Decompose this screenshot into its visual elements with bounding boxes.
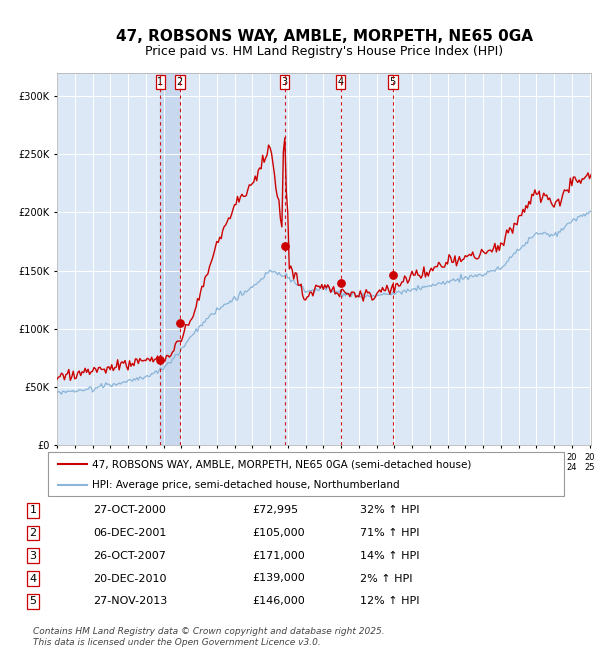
Text: 5: 5 — [389, 77, 396, 87]
Text: £171,000: £171,000 — [252, 551, 305, 561]
Text: 4: 4 — [337, 77, 344, 87]
Text: 47, ROBSONS WAY, AMBLE, MORPETH, NE65 0GA: 47, ROBSONS WAY, AMBLE, MORPETH, NE65 0G… — [115, 29, 533, 44]
Text: 32% ↑ HPI: 32% ↑ HPI — [360, 505, 419, 515]
Text: 26-OCT-2007: 26-OCT-2007 — [93, 551, 166, 561]
Point — [175, 318, 185, 328]
Text: 2: 2 — [177, 77, 183, 87]
Text: 3: 3 — [29, 551, 37, 561]
Bar — [160, 73, 180, 445]
Text: 2% ↑ HPI: 2% ↑ HPI — [360, 573, 413, 584]
Text: 14% ↑ HPI: 14% ↑ HPI — [360, 551, 419, 561]
Text: 20-DEC-2010: 20-DEC-2010 — [93, 573, 167, 584]
Point — [388, 270, 398, 281]
Text: 3: 3 — [281, 77, 287, 87]
FancyBboxPatch shape — [48, 452, 564, 496]
Text: 27-NOV-2013: 27-NOV-2013 — [93, 596, 167, 606]
Text: £139,000: £139,000 — [252, 573, 305, 584]
Point — [155, 355, 165, 365]
Text: 47, ROBSONS WAY, AMBLE, MORPETH, NE65 0GA (semi-detached house): 47, ROBSONS WAY, AMBLE, MORPETH, NE65 0G… — [92, 459, 471, 469]
Text: £146,000: £146,000 — [252, 596, 305, 606]
Text: Contains HM Land Registry data © Crown copyright and database right 2025.
This d: Contains HM Land Registry data © Crown c… — [33, 627, 385, 647]
Text: 12% ↑ HPI: 12% ↑ HPI — [360, 596, 419, 606]
Text: 1: 1 — [29, 505, 37, 515]
Text: 1: 1 — [157, 77, 163, 87]
Text: Price paid vs. HM Land Registry's House Price Index (HPI): Price paid vs. HM Land Registry's House … — [145, 46, 503, 58]
Text: 71% ↑ HPI: 71% ↑ HPI — [360, 528, 419, 538]
Text: 5: 5 — [29, 596, 37, 606]
Text: 4: 4 — [29, 573, 37, 584]
Text: 06-DEC-2001: 06-DEC-2001 — [93, 528, 166, 538]
Point — [336, 278, 346, 289]
Text: 2: 2 — [29, 528, 37, 538]
Text: £72,995: £72,995 — [252, 505, 298, 515]
Text: £105,000: £105,000 — [252, 528, 305, 538]
Text: HPI: Average price, semi-detached house, Northumberland: HPI: Average price, semi-detached house,… — [92, 480, 400, 490]
Text: 27-OCT-2000: 27-OCT-2000 — [93, 505, 166, 515]
Point — [280, 241, 289, 252]
